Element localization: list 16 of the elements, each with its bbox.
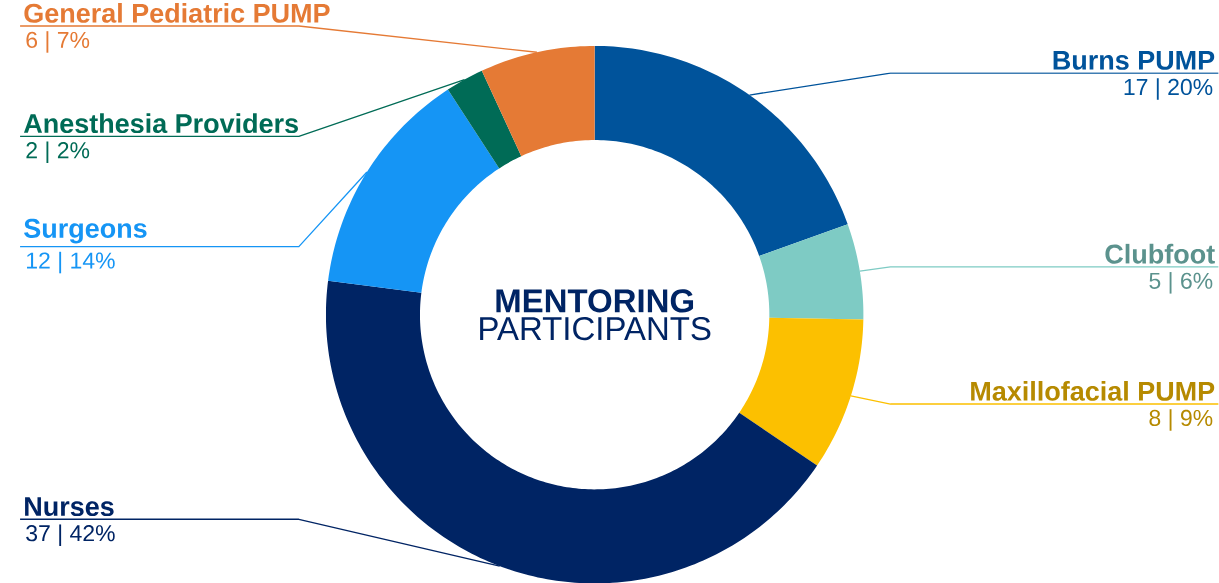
slice-label: Clubfoot <box>1105 243 1215 264</box>
data-label: 37 | 42% <box>26 524 115 546</box>
slice-label: Anesthesia Providers <box>23 113 298 133</box>
data-label: 8 | 9% <box>1149 408 1213 431</box>
slice-label: Maxillofacial PUMP <box>971 380 1215 401</box>
data-label: 2 | 2% <box>26 141 90 163</box>
data-label: 5 | 6% <box>1149 271 1213 294</box>
slice-label: Surgeons <box>24 218 147 244</box>
data-label: 17 | 20% <box>1124 78 1213 100</box>
data-label: 12 | 14% <box>27 251 115 274</box>
slice-label: General Pediatric PUMP <box>24 2 330 23</box>
slice-label: Burns PUMP <box>1053 50 1215 70</box>
text: MENTORING <box>496 288 694 313</box>
slice-label: Nurses <box>25 497 114 516</box>
text: PARTICIPANTS <box>480 316 711 341</box>
data-label: 6 | 7% <box>26 30 90 53</box>
